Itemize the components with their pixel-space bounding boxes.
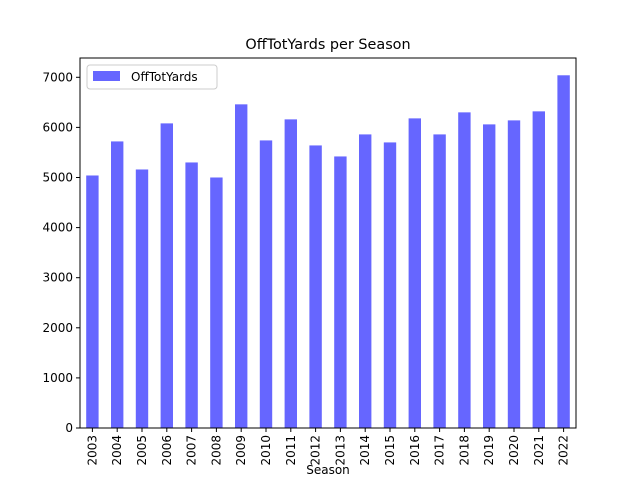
bar [359,134,372,428]
y-tick-label: 2000 [42,321,73,335]
legend-label: OffTotYards [131,70,198,84]
bar [458,112,471,428]
x-tick-label: 2005 [135,435,149,466]
bar [483,124,496,429]
x-tick-label: 2022 [557,435,571,466]
x-tick-label: 2020 [507,435,521,466]
x-tick-label: 2004 [110,435,124,466]
x-tick-label: 2019 [482,435,496,466]
chart-title: OffTotYards per Season [245,37,410,53]
bar [408,118,421,428]
bar [160,123,173,428]
y-tick-label: 0 [65,421,73,435]
bar [557,75,570,428]
bar [185,162,198,429]
y-tick-label: 5000 [42,170,73,184]
bar [135,169,149,429]
y-tick-label: 4000 [42,221,73,235]
x-tick-label: 2010 [259,435,273,466]
bar [507,120,521,429]
x-tick-label: 2012 [309,435,323,466]
bar [86,175,99,428]
bar [532,111,545,429]
y-tick-label: 1000 [42,371,73,385]
bar [284,119,297,429]
legend-swatch [93,71,120,81]
bar [383,142,397,428]
y-tick-label: 7000 [42,70,73,84]
x-tick-label: 2013 [333,435,347,466]
y-tick-label: 3000 [42,271,73,285]
bar [259,140,273,429]
x-tick-label: 2014 [358,435,372,466]
x-axis-label: Season [306,463,350,477]
x-tick-label: 2021 [532,435,546,466]
x-tick-label: 2003 [85,435,99,466]
axes-frame [79,57,577,429]
bar [309,145,322,428]
bar [235,104,248,429]
y-tick-label: 6000 [42,120,73,134]
x-tick-label: 2006 [160,435,174,466]
bar [210,177,223,428]
x-tick-label: 2017 [433,435,447,466]
x-tick-label: 2016 [408,435,422,466]
x-tick-label: 2009 [234,435,248,466]
x-tick-label: 2015 [383,435,397,466]
bar [334,156,347,428]
x-tick-label: 2007 [185,435,199,466]
bar [433,134,446,428]
x-tick-label: 2018 [457,435,471,466]
bar [111,141,124,428]
x-tick-label: 2011 [284,435,298,466]
x-tick-label: 2008 [209,435,223,466]
